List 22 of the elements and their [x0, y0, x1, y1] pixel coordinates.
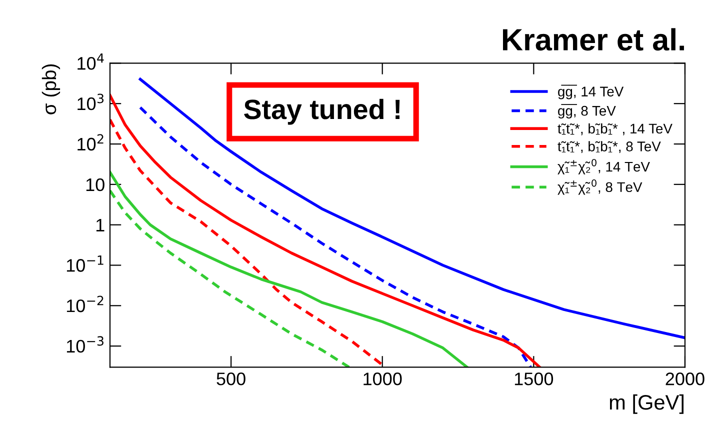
legend-label: g̅g̅, 8 TeV — [558, 104, 616, 118]
x-tick-label: 500 — [216, 372, 246, 386]
y-tick-label: 10 — [86, 178, 104, 192]
x-axis-title: m [GeV] — [610, 394, 684, 414]
y-tick-label: 10$^{−2}$ — [66, 296, 104, 312]
y-tick-label: 1 — [96, 218, 104, 232]
legend-label: χ̃₁$^{±}$χ̃₂$^{0}$, 8 TeV — [558, 179, 642, 195]
y-tick-label: 10$^{−1}$ — [66, 256, 104, 272]
y-tick-label: 10$^{2}$ — [78, 134, 104, 151]
y-tick-label: 10$^{3}$ — [78, 94, 104, 110]
legend-label: t̃₁t̃₁*, b̃₁b̃₁* , 14 TeV — [558, 123, 672, 136]
x-tick-label: 1000 — [364, 372, 402, 386]
x-tick-label: 2000 — [666, 372, 704, 386]
y-tick-label: 10$^{4}$ — [78, 53, 104, 70]
annotation: Stay tuned ! — [244, 98, 400, 125]
y-tick-label: 10$^{−3}$ — [66, 336, 104, 353]
legend-label: g̅g̅, 14 TeV — [558, 84, 624, 100]
x-tick-label: 1500 — [514, 372, 554, 386]
legend-label: χ̃₁$^{±}$χ̃₂$^{0}$, 14 TeV — [558, 158, 650, 174]
y-axis-title: σ (pb) — [42, 64, 60, 114]
legend-label: t̃₁t̃₁*, b̃₁b̃₁*, 8 TeV — [558, 141, 661, 154]
text: Kramer et al. — [502, 28, 684, 51]
